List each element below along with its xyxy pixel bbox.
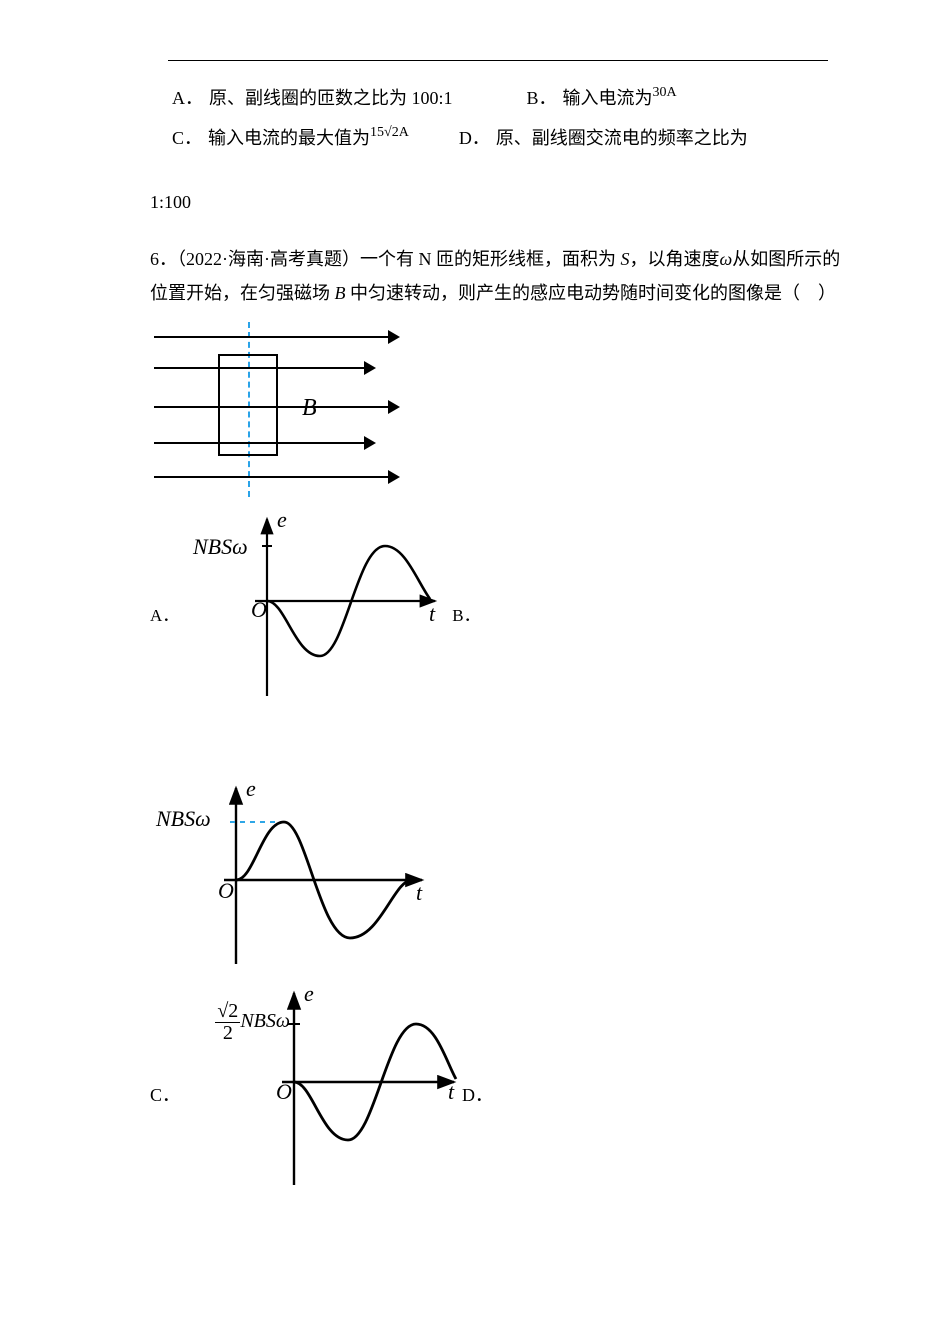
svg-text:NBSω: NBSω [192,534,248,559]
q5-row1: A．原、副线圈的匝数之比为 100:1 B．输入电流为30A [172,81,850,115]
graph-c: e t O √22NBSω [182,987,462,1203]
q5-row2: C．输入电流的最大值为15√2A D．原、副线圈交流电的频率之比为 [172,121,850,155]
coil-figure: B [150,322,850,497]
opt-c-label: C． [150,1078,180,1112]
q5-opt-a: A．原、副线圈的匝数之比为 100:1 [172,81,453,115]
svg-text:t: t [416,880,423,905]
bottom-stack: e t O NBSω C． e t [150,782,850,1203]
field-arrow [154,476,398,478]
graph-b: e t O NBSω [150,782,430,983]
svg-text:e: e [277,511,287,532]
page-rule [168,60,828,61]
svg-text:e: e [246,782,256,801]
svg-text:O: O [218,878,234,903]
field-arrow [154,406,398,408]
field-arrow [154,336,398,338]
q6-stem: 6．（2022·海南·高考真题）一个有 N 匝的矩形线框，面积为 S，以角速度ω… [150,242,850,310]
graph-c-wrap: C． e t O √22NBSω [150,987,493,1203]
b-label: B [302,386,317,432]
svg-text:t: t [429,601,436,626]
opt-b-label: B． [452,600,480,632]
q5-opt-b: B．输入电流为30A [527,81,677,115]
svg-text:e: e [304,987,314,1006]
graph-b-wrap: e t O NBSω [150,782,430,983]
q5-opt-d: D．原、副线圈交流电的频率之比为 [459,121,748,155]
field-arrow [154,442,374,444]
svg-text:O: O [276,1079,292,1104]
coil-diagram: B [150,322,410,497]
q5-d-tail: 1:100 [150,185,850,219]
option-a-row: A． e t O NBSω B． [150,511,850,722]
opt-a-label: A． [150,600,179,632]
coil-rect [218,354,278,456]
svg-text:O: O [251,597,267,622]
graph-a: e t O NBSω [185,511,440,722]
svg-text:t: t [448,1079,455,1104]
svg-text:NBSω: NBSω [155,806,211,831]
field-arrow [154,367,374,369]
q5-opt-c: C．输入电流的最大值为15√2A [172,121,409,155]
opt-d-label: D． [462,1078,493,1112]
